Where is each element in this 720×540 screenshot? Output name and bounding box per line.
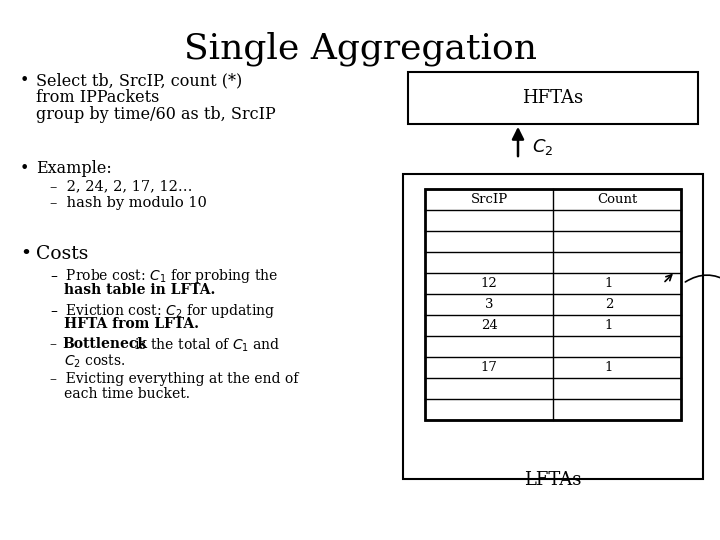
Text: SrcIP: SrcIP [470, 193, 508, 206]
Text: HFTAs: HFTAs [523, 89, 584, 107]
Text: 1: 1 [605, 319, 613, 332]
Text: 2: 2 [605, 298, 613, 311]
Text: –  2, 24, 2, 17, 12…: – 2, 24, 2, 17, 12… [50, 179, 192, 193]
Bar [403, 174, 703, 479]
Text: is the total of $C_1$ and: is the total of $C_1$ and [130, 337, 281, 354]
Text: Select tb, SrcIP, count (*): Select tb, SrcIP, count (*) [36, 72, 242, 89]
Text: •: • [20, 160, 30, 177]
Text: group by time/60 as tb, SrcIP: group by time/60 as tb, SrcIP [36, 106, 276, 123]
Text: $C_2$ costs.: $C_2$ costs. [64, 353, 125, 370]
Text: each time bucket.: each time bucket. [64, 388, 190, 402]
Text: –: – [50, 337, 66, 351]
Text: Bottleneck: Bottleneck [62, 337, 147, 351]
Text: 1: 1 [605, 277, 613, 290]
Text: 1: 1 [605, 361, 613, 374]
Text: Single Aggregation: Single Aggregation [184, 32, 536, 66]
Text: •: • [20, 72, 30, 89]
Text: –  Probe cost: $C_1$ for probing the: – Probe cost: $C_1$ for probing the [50, 267, 278, 285]
Text: hash table in LFTA.: hash table in LFTA. [64, 282, 215, 296]
Bar [408, 72, 698, 124]
Text: Example:: Example: [36, 160, 112, 177]
Text: –  Eviction cost: $C_2$ for updating: – Eviction cost: $C_2$ for updating [50, 302, 275, 320]
Text: •: • [20, 245, 31, 263]
Text: 3: 3 [485, 298, 493, 311]
Text: Count: Count [597, 193, 637, 206]
Text: from IPPackets: from IPPackets [36, 89, 159, 106]
Text: $C_2$: $C_2$ [532, 137, 553, 157]
Text: 24: 24 [481, 319, 498, 332]
Text: LFTAs: LFTAs [524, 471, 582, 489]
Text: 17: 17 [480, 361, 498, 374]
Text: –  Evicting everything at the end of: – Evicting everything at the end of [50, 372, 298, 386]
Text: HFTA from LFTA.: HFTA from LFTA. [64, 318, 199, 332]
Text: Costs: Costs [36, 245, 89, 263]
Bar [425, 189, 681, 420]
Text: –  hash by modulo 10: – hash by modulo 10 [50, 196, 207, 210]
Text: 12: 12 [481, 277, 498, 290]
